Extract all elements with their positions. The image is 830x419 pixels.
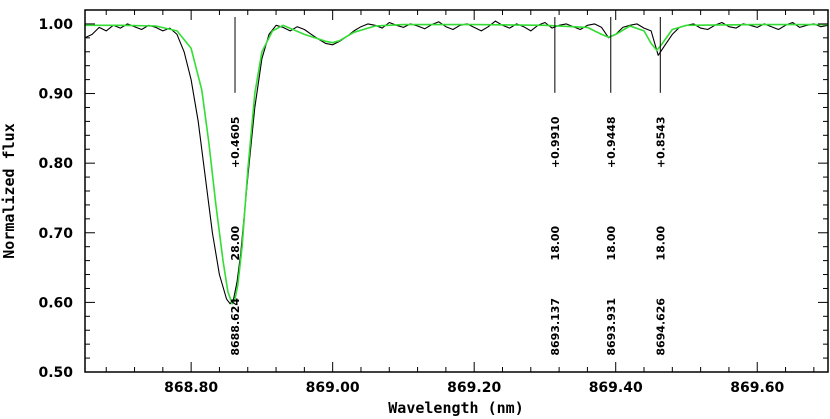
line-marker-width-label: 18.00 xyxy=(605,225,618,260)
line-marker-value-label: +0.4605 xyxy=(229,116,242,168)
line-marker-value-label: +0.8543 xyxy=(654,116,667,168)
line-markers-layer: +0.4605 28.00 8688.624 +0.9910 18.00 8693.137… xyxy=(229,16,667,356)
axis-ticks-layer: 868.80 869.00 869.20 869.40 869.60 0.50 0.60 0.… xyxy=(38,9,828,396)
y-tick-label: 0.50 xyxy=(38,365,73,381)
line-marker-width-label: 18.00 xyxy=(654,225,667,260)
x-tick-label: 868.80 xyxy=(164,380,218,396)
line-marker-value-label: +0.9448 xyxy=(605,116,618,168)
line-marker-width-label: 28.00 xyxy=(229,225,242,260)
series-model-line xyxy=(85,23,828,305)
x-tick-label: 869.00 xyxy=(306,380,360,396)
y-axis-label: Normalized flux xyxy=(0,123,18,258)
line-marker-width-label: 18.00 xyxy=(549,225,562,260)
y-tick-label: 0.70 xyxy=(38,226,73,242)
y-tick-label: 0.60 xyxy=(38,295,73,311)
series-observed-line xyxy=(84,20,829,305)
x-tick-label: 869.20 xyxy=(447,380,501,396)
line-marker-wavelength-label: 8694.626 xyxy=(654,298,667,356)
line-marker-wavelength-label: 8693.137 xyxy=(549,298,562,356)
line-marker-wavelength-label: 8688.624 xyxy=(229,298,242,356)
x-tick-label: 869.40 xyxy=(589,380,643,396)
line-marker-value-label: +0.9910 xyxy=(549,116,562,168)
line-marker-wavelength-label: 8693.931 xyxy=(605,298,618,356)
y-tick-label: 0.90 xyxy=(38,87,73,103)
y-tick-label: 1.00 xyxy=(38,17,73,33)
y-tick-label: 0.80 xyxy=(38,156,73,172)
series-layer xyxy=(84,20,829,305)
x-tick-label: 869.60 xyxy=(730,380,784,396)
x-axis-label: Wavelength (nm) xyxy=(388,399,523,417)
